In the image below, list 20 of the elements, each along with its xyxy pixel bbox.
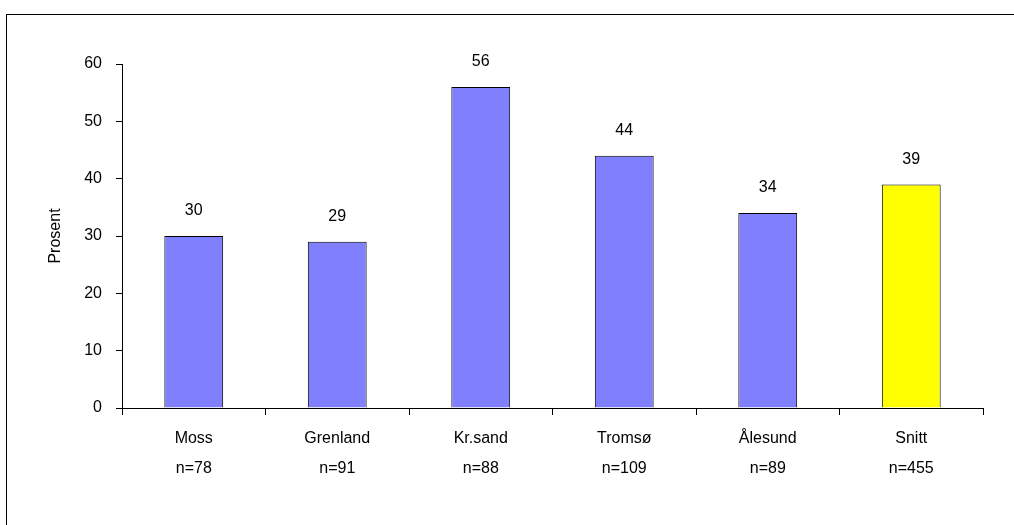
x-tick-label: Snitt n=455 [888,429,934,477]
y-tick-label: 60 [84,54,103,72]
data-label: 34 [758,178,777,196]
x-tick-label: Tromsø n=109 [596,429,652,477]
x-tick-label: Moss n=78 [174,429,213,477]
y-tick-label: 10 [84,341,103,359]
x-tick-label: Kr.sand n=88 [453,429,508,477]
data-label: 29 [328,207,347,225]
data-label: 56 [471,52,490,70]
y-tick-label: 50 [84,111,103,129]
y-axis-title: Prosent [46,207,64,264]
y-tick-label: 30 [84,226,103,244]
x-tick-label: Grenland n=91 [304,429,371,477]
data-label: 30 [184,201,203,219]
x-tick-label: Ålesund n=89 [738,428,797,477]
data-label: 39 [902,149,921,167]
data-label: 44 [615,121,634,139]
y-tick-label: 40 [84,169,103,187]
y-tick-label: 20 [84,283,103,301]
y-tick-label: 0 [93,398,103,416]
